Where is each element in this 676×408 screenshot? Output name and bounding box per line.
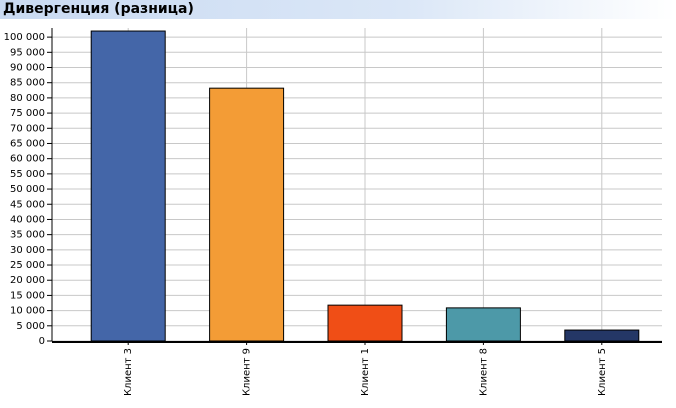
y-tick-label: 50 000 [10, 184, 45, 195]
y-tick-label: 65 000 [10, 138, 45, 149]
y-tick-label: 35 000 [10, 230, 45, 241]
y-tick-label: 10 000 [10, 306, 45, 317]
y-tick-label: 40 000 [10, 214, 45, 225]
bar [327, 304, 403, 342]
y-tick-label: 75 000 [10, 108, 45, 119]
y-tick-label: 15 000 [10, 290, 45, 301]
y-tick-label: 60 000 [10, 154, 45, 165]
x-tick-label: Клиент 8 [478, 348, 489, 396]
y-tick-label: 85 000 [10, 78, 45, 89]
chart-title: Дивергенция (разница) [3, 1, 194, 17]
y-tick-label: 95 000 [10, 47, 45, 58]
bar [445, 307, 521, 342]
bar [90, 30, 166, 342]
y-tick-label: 90 000 [10, 63, 45, 74]
y-tick-label: 0 [39, 336, 45, 347]
y-tick-label: 20 000 [10, 275, 45, 286]
y-tick-label: 55 000 [10, 169, 45, 180]
y-tick-label: 25 000 [10, 260, 45, 271]
y-tick-label: 80 000 [10, 93, 45, 104]
x-tick-label: Клиент 3 [123, 348, 134, 396]
title-bar: Дивергенция (разница) [0, 0, 676, 19]
y-tick-label: 5 000 [16, 321, 45, 332]
y-tick-label: 30 000 [10, 245, 45, 256]
bar [209, 87, 285, 342]
y-tick-label: 100 000 [4, 32, 45, 43]
y-tick-label: 45 000 [10, 199, 45, 210]
y-tick-label: 70 000 [10, 123, 45, 134]
x-tick-label: Клиент 1 [360, 348, 371, 396]
x-tick-label: Клиент 5 [597, 348, 608, 396]
bar [564, 329, 640, 342]
x-tick-label: Клиент 9 [242, 348, 253, 396]
